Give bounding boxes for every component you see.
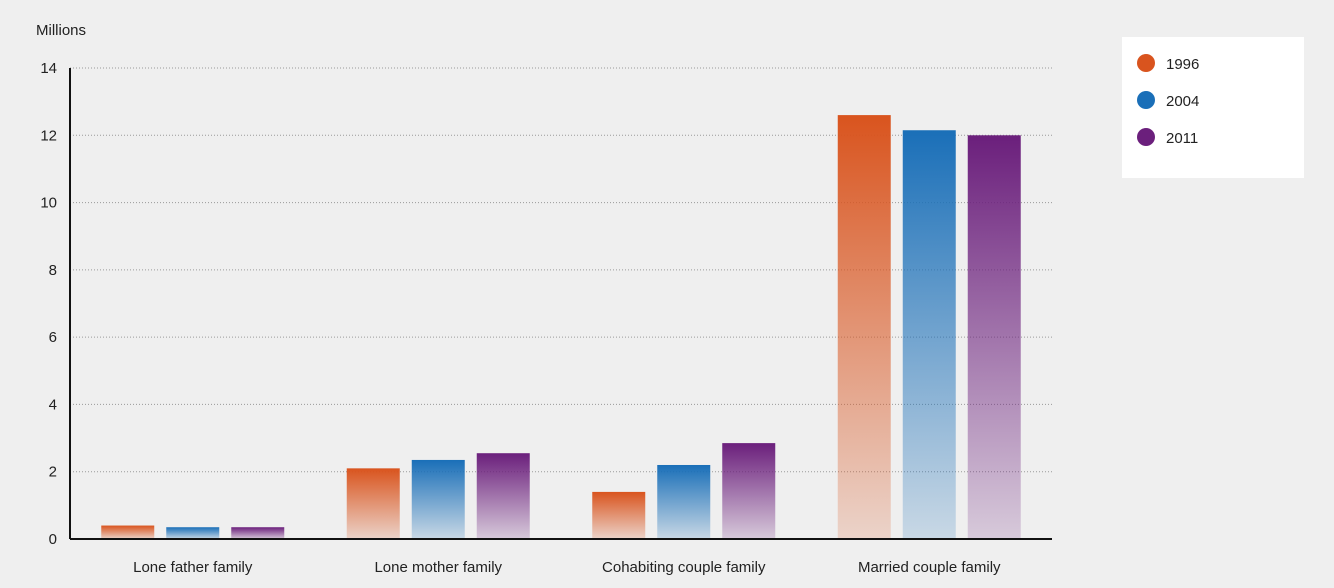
y-axis-unit-label: Millions [36, 22, 86, 39]
bar-2011 [231, 527, 285, 539]
y-tick-label: 8 [49, 262, 57, 279]
bar-1996 [837, 115, 891, 539]
x-category-label: Cohabiting couple family [602, 559, 766, 576]
legend-label-2004: 2004 [1166, 93, 1199, 110]
y-tick-label: 14 [40, 60, 57, 77]
y-tick-label: 2 [49, 464, 57, 481]
legend-swatch-2004 [1137, 91, 1155, 109]
x-category-label: Lone father family [133, 559, 253, 576]
y-tick-label: 12 [40, 127, 57, 144]
x-category-label: Married couple family [858, 559, 1001, 576]
y-tick-label: 0 [49, 531, 57, 548]
y-tick-label: 10 [40, 195, 57, 212]
bar-2011 [476, 453, 530, 539]
legend-swatch-1996 [1137, 54, 1155, 72]
bar-2004 [902, 130, 956, 539]
y-tick-label: 4 [49, 396, 57, 413]
legend-swatch-2011 [1137, 128, 1155, 146]
bar-2004 [657, 464, 711, 539]
legend-label-1996: 1996 [1166, 56, 1199, 73]
legend: 1996 2004 2011 [1122, 37, 1304, 178]
bar-2004 [411, 459, 465, 539]
bar-1996 [592, 491, 646, 539]
bar-2011 [722, 443, 776, 539]
bar-2011 [967, 135, 1021, 540]
legend-label-2011: 2011 [1166, 130, 1198, 147]
y-tick-label: 6 [49, 329, 57, 346]
x-category-label: Lone mother family [374, 559, 502, 576]
bar-1996 [346, 468, 400, 539]
bar-2004 [166, 527, 220, 539]
bar-1996 [101, 525, 155, 539]
